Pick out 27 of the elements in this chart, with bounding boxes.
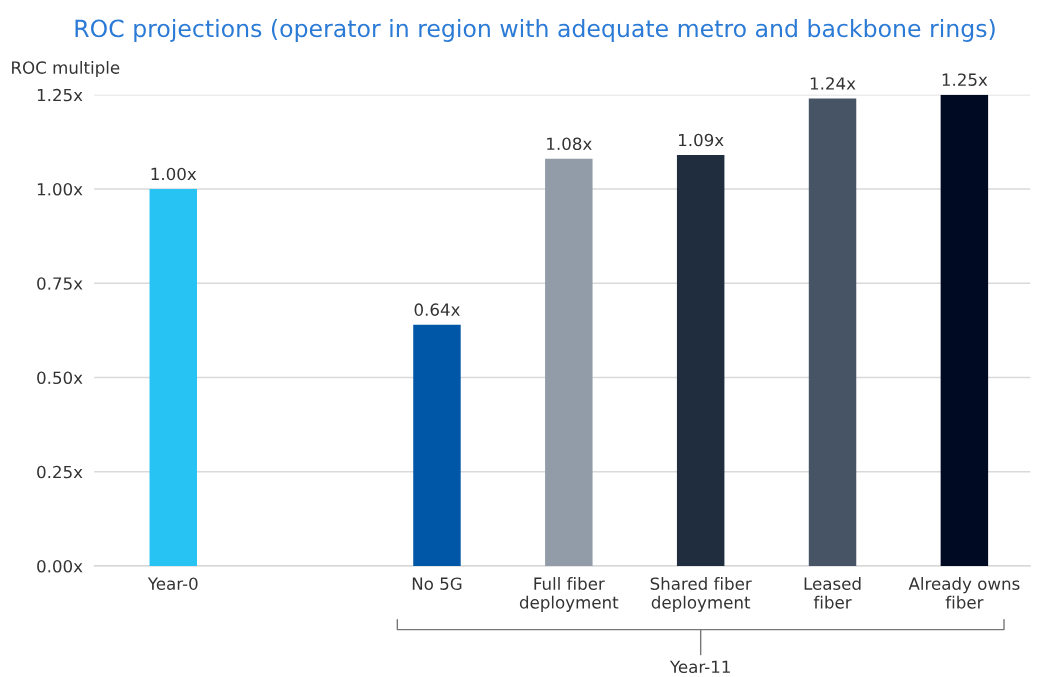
- x-tick-label: Year-0: [147, 577, 198, 590]
- y-axis-title: ROC multiple: [12, 60, 120, 78]
- data-label: 1.08x: [547, 137, 592, 151]
- y-tick-label: 1.00x: [37, 182, 83, 196]
- chart-title: ROC projections (operator in region with adequate metro and backbone rings): [75, 19, 995, 42]
- text: Year-11: [669, 660, 730, 674]
- x-tick-label: Already owns fiber: [908, 577, 1020, 609]
- x-tick-label: Shared fiber deployment: [650, 577, 752, 612]
- data-label: 1.09x: [679, 133, 724, 147]
- data-label: 1.24x: [810, 77, 856, 90]
- y-tick-label: 1.25x: [37, 88, 83, 102]
- x-tick-label: Full fiber deployment: [519, 577, 619, 612]
- data-label: 1.00x: [151, 167, 197, 181]
- y-tick-label: 0.50x: [37, 371, 83, 385]
- data-label: 1.25x: [942, 73, 988, 86]
- y-tick-label: 0.75x: [37, 277, 83, 290]
- bar: [149, 189, 197, 566]
- y-tick-label: 0.00x: [37, 559, 83, 573]
- bar: [940, 94, 989, 566]
- bar: [413, 324, 461, 566]
- bar: [808, 98, 857, 566]
- x-tick-label: Leased fiber: [804, 577, 861, 609]
- bar: [676, 155, 725, 566]
- y-tick-label: 0.25x: [37, 465, 83, 479]
- data-label: 0.64x: [414, 303, 460, 316]
- bar: [545, 158, 593, 566]
- x-tick-label: No 5G: [412, 577, 462, 590]
